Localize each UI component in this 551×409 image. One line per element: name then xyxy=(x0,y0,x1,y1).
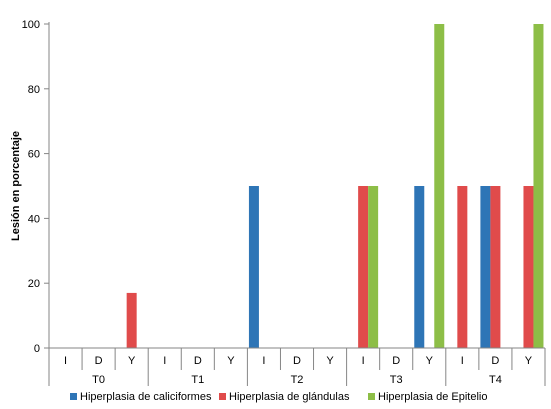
x-tick-label: Y xyxy=(128,355,136,367)
x-group-label: T3 xyxy=(390,374,403,386)
x-group-label: T4 xyxy=(489,374,502,386)
x-tick-label: Y xyxy=(326,355,334,367)
x-tick-label: I xyxy=(461,355,464,367)
x-tick-label: I xyxy=(262,355,265,367)
bars xyxy=(126,24,544,348)
y-tick-label: 0 xyxy=(34,343,40,355)
bar xyxy=(368,186,379,348)
x-group-label: T2 xyxy=(291,374,304,386)
x-tick-label: I xyxy=(163,355,166,367)
legend: Hiperplasia de caliciformes Hiperplasia d… xyxy=(70,391,487,403)
legend-label: Hiperplasia de Epitelio xyxy=(378,391,487,403)
legend-swatch xyxy=(368,393,375,400)
x-tick-label: D xyxy=(194,355,202,367)
bar xyxy=(480,186,491,348)
y-tick-label: 100 xyxy=(22,19,40,31)
y-tick-label: 80 xyxy=(28,84,40,96)
bar xyxy=(490,186,501,348)
y-tick-label: 60 xyxy=(28,149,40,161)
y-axis: 0 20 40 60 80 100 xyxy=(22,19,50,355)
legend-swatch xyxy=(219,393,226,400)
bar xyxy=(358,186,369,348)
x-tick-label: Y xyxy=(525,355,533,367)
bar xyxy=(126,292,137,348)
x-tick-label: I xyxy=(64,355,67,367)
legend-swatch xyxy=(70,393,77,400)
bar xyxy=(248,186,259,348)
legend-label: Hiperplasia de caliciformes xyxy=(80,391,212,403)
x-tick-label: D xyxy=(95,355,103,367)
x-axis: I D Y I D Y I D Y I D Y I D Y T0 T1 T2 T3 T4 xyxy=(48,347,546,386)
bar xyxy=(434,24,445,348)
legend-label: Hiperplasia de glándulas xyxy=(229,391,350,403)
bar xyxy=(414,186,425,348)
x-tick-label: Y xyxy=(227,355,235,367)
legend-item: Hiperplasia de caliciformes xyxy=(70,391,212,403)
bar xyxy=(533,24,544,348)
x-group-label: T1 xyxy=(191,374,204,386)
bar xyxy=(523,186,534,348)
x-tick-label: I xyxy=(362,355,365,367)
x-tick-label: Y xyxy=(426,355,434,367)
bar xyxy=(457,186,468,348)
x-tick-label: D xyxy=(392,355,400,367)
x-tick-label: D xyxy=(491,355,499,367)
y-tick-label: 20 xyxy=(28,278,40,290)
y-tick-label: 40 xyxy=(28,213,40,225)
y-axis-title-group: Lesión en porcentaje xyxy=(10,131,22,241)
x-tick-label: D xyxy=(293,355,301,367)
y-axis-title: Lesión en porcentaje xyxy=(10,131,22,241)
legend-item: Hiperplasia de glándulas xyxy=(219,391,350,403)
x-group-label: T0 xyxy=(92,374,105,386)
legend-item: Hiperplasia de Epitelio xyxy=(368,391,487,403)
